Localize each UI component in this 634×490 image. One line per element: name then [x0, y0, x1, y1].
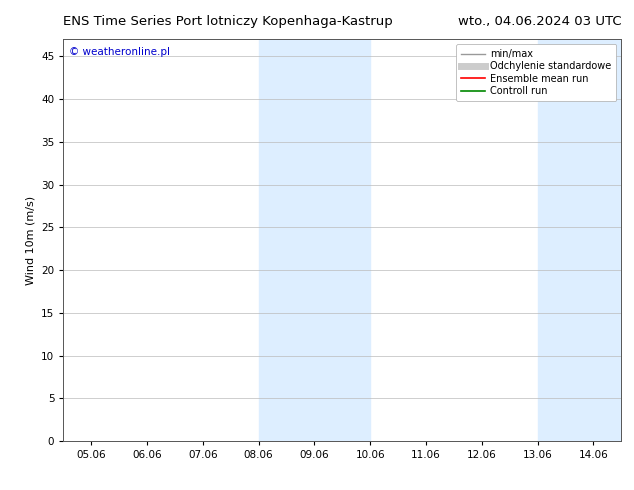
Y-axis label: Wind 10m (m/s): Wind 10m (m/s): [25, 196, 36, 285]
Text: © weatheronline.pl: © weatheronline.pl: [69, 47, 170, 57]
Legend: min/max, Odchylenie standardowe, Ensemble mean run, Controll run: min/max, Odchylenie standardowe, Ensembl…: [456, 44, 616, 101]
Bar: [538, 39, 634, 441]
Bar: [259, 39, 370, 441]
Text: ENS Time Series Port lotniczy Kopenhaga-Kastrup: ENS Time Series Port lotniczy Kopenhaga-…: [63, 15, 393, 28]
Text: wto., 04.06.2024 03 UTC: wto., 04.06.2024 03 UTC: [458, 15, 621, 28]
